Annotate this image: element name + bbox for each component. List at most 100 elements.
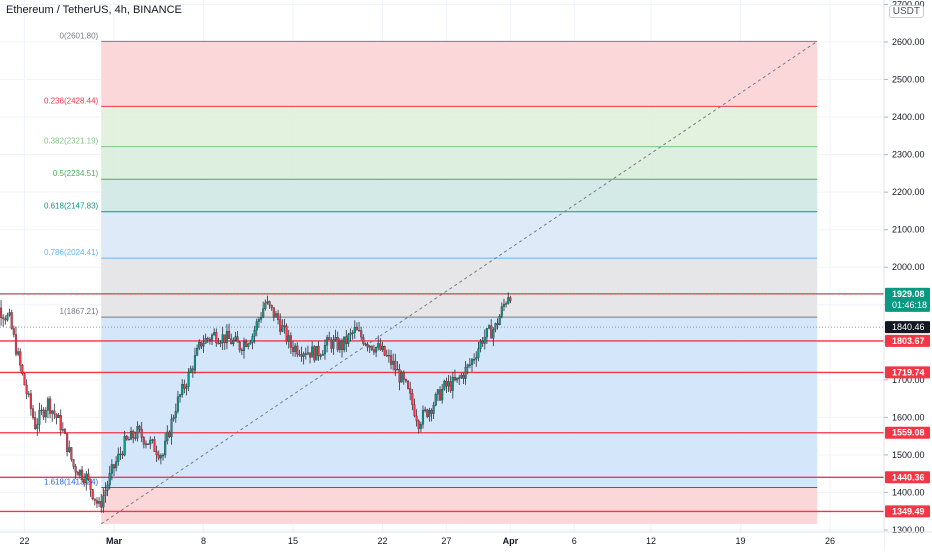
candle-down[interactable] bbox=[4, 318, 7, 321]
candle-up[interactable] bbox=[6, 314, 9, 321]
candle-up[interactable] bbox=[136, 426, 139, 439]
candle-down[interactable] bbox=[372, 349, 376, 353]
candle-down[interactable] bbox=[125, 436, 128, 440]
candle-up[interactable] bbox=[108, 473, 111, 486]
candle-down[interactable] bbox=[366, 344, 369, 348]
candle-up[interactable] bbox=[443, 380, 446, 390]
candle-down[interactable] bbox=[76, 471, 79, 476]
candle-down[interactable] bbox=[283, 325, 286, 327]
candle-up[interactable] bbox=[27, 393, 30, 395]
candle-up[interactable] bbox=[176, 396, 179, 412]
candle-down[interactable] bbox=[268, 301, 271, 306]
candle-up[interactable] bbox=[242, 341, 246, 351]
candle-up[interactable] bbox=[494, 323, 497, 330]
candle-up[interactable] bbox=[161, 454, 165, 457]
candle-down[interactable] bbox=[438, 389, 442, 401]
candle-down[interactable] bbox=[490, 325, 493, 339]
candle-down[interactable] bbox=[147, 443, 150, 445]
candle-down[interactable] bbox=[358, 329, 361, 332]
candle-up[interactable] bbox=[85, 473, 88, 484]
candle-up[interactable] bbox=[441, 389, 444, 401]
candle-down[interactable] bbox=[112, 464, 116, 469]
candle-up[interactable] bbox=[170, 418, 173, 437]
candle-down[interactable] bbox=[21, 365, 24, 374]
candle-down[interactable] bbox=[402, 372, 405, 380]
candle-down[interactable] bbox=[360, 330, 363, 338]
candle-down[interactable] bbox=[2, 317, 5, 320]
candle-up[interactable] bbox=[102, 495, 105, 508]
candle-down[interactable] bbox=[74, 466, 77, 473]
candle-up[interactable] bbox=[172, 417, 175, 420]
candle-up[interactable] bbox=[234, 336, 237, 341]
candle-up[interactable] bbox=[447, 381, 450, 387]
candle-up[interactable] bbox=[174, 411, 177, 418]
candle-down[interactable] bbox=[413, 404, 416, 417]
candle-up[interactable] bbox=[368, 345, 371, 348]
candle-down[interactable] bbox=[270, 304, 273, 308]
candle-up[interactable] bbox=[119, 453, 122, 456]
candle-up[interactable] bbox=[17, 351, 20, 355]
candle-down[interactable] bbox=[245, 341, 248, 347]
candle-down[interactable] bbox=[296, 345, 299, 355]
candle-up[interactable] bbox=[144, 443, 148, 445]
candle-up[interactable] bbox=[181, 384, 184, 395]
price-unit-badge[interactable]: USDT bbox=[888, 5, 924, 18]
candle-up[interactable] bbox=[375, 347, 378, 353]
candle-up[interactable] bbox=[46, 398, 49, 411]
candle-up[interactable] bbox=[149, 439, 152, 445]
candle-down[interactable] bbox=[59, 415, 62, 431]
candle-up[interactable] bbox=[151, 439, 154, 441]
candle-down[interactable] bbox=[426, 409, 429, 417]
candle-down[interactable] bbox=[142, 437, 145, 445]
candle-down[interactable] bbox=[208, 338, 211, 341]
candle-down[interactable] bbox=[415, 415, 418, 422]
candle-down[interactable] bbox=[183, 384, 186, 389]
candle-down[interactable] bbox=[140, 429, 143, 438]
candle-up[interactable] bbox=[485, 328, 488, 338]
candle-down[interactable] bbox=[42, 409, 45, 418]
candle-up[interactable] bbox=[61, 429, 64, 431]
candle-down[interactable] bbox=[383, 346, 386, 356]
candle-down[interactable] bbox=[362, 336, 365, 344]
candle-down[interactable] bbox=[230, 338, 233, 345]
candle-down[interactable] bbox=[449, 381, 452, 391]
candle-down[interactable] bbox=[63, 429, 67, 434]
candle-up[interactable] bbox=[334, 337, 337, 340]
candle-up[interactable] bbox=[225, 330, 228, 344]
candle-up[interactable] bbox=[458, 377, 461, 379]
candle-up[interactable] bbox=[185, 386, 188, 389]
candle-up[interactable] bbox=[166, 431, 169, 442]
candle-up[interactable] bbox=[264, 302, 267, 309]
candle-down[interactable] bbox=[25, 384, 28, 394]
candle-down[interactable] bbox=[157, 454, 160, 459]
candle-down[interactable] bbox=[14, 334, 18, 355]
candle-up[interactable] bbox=[57, 415, 60, 418]
candle-up[interactable] bbox=[213, 332, 216, 336]
candle-down[interactable] bbox=[300, 354, 303, 357]
candle-down[interactable] bbox=[238, 341, 241, 351]
candle-up[interactable] bbox=[470, 359, 474, 365]
candle-up[interactable] bbox=[421, 409, 425, 425]
candle-down[interactable] bbox=[409, 388, 412, 394]
candle-down[interactable] bbox=[453, 376, 457, 381]
candle-down[interactable] bbox=[407, 380, 410, 389]
candle-down[interactable] bbox=[72, 459, 75, 467]
candle-down[interactable] bbox=[411, 393, 414, 405]
candle-up[interactable] bbox=[451, 376, 454, 391]
candle-up[interactable] bbox=[338, 340, 341, 350]
candle-up[interactable] bbox=[347, 334, 350, 344]
candle-down[interactable] bbox=[430, 410, 433, 414]
candle-up[interactable] bbox=[232, 340, 235, 345]
candle-down[interactable] bbox=[12, 328, 15, 335]
candle-up[interactable] bbox=[473, 359, 476, 361]
candle-down[interactable] bbox=[308, 352, 312, 358]
candle-down[interactable] bbox=[345, 336, 348, 344]
candle-down[interactable] bbox=[481, 340, 484, 344]
candle-down[interactable] bbox=[223, 334, 226, 344]
candle-up[interactable] bbox=[287, 335, 290, 342]
candle-down[interactable] bbox=[55, 414, 58, 418]
candle-down[interactable] bbox=[462, 374, 465, 379]
candle-up[interactable] bbox=[44, 410, 47, 418]
candle-down[interactable] bbox=[379, 343, 382, 350]
candle-down[interactable] bbox=[19, 351, 22, 366]
